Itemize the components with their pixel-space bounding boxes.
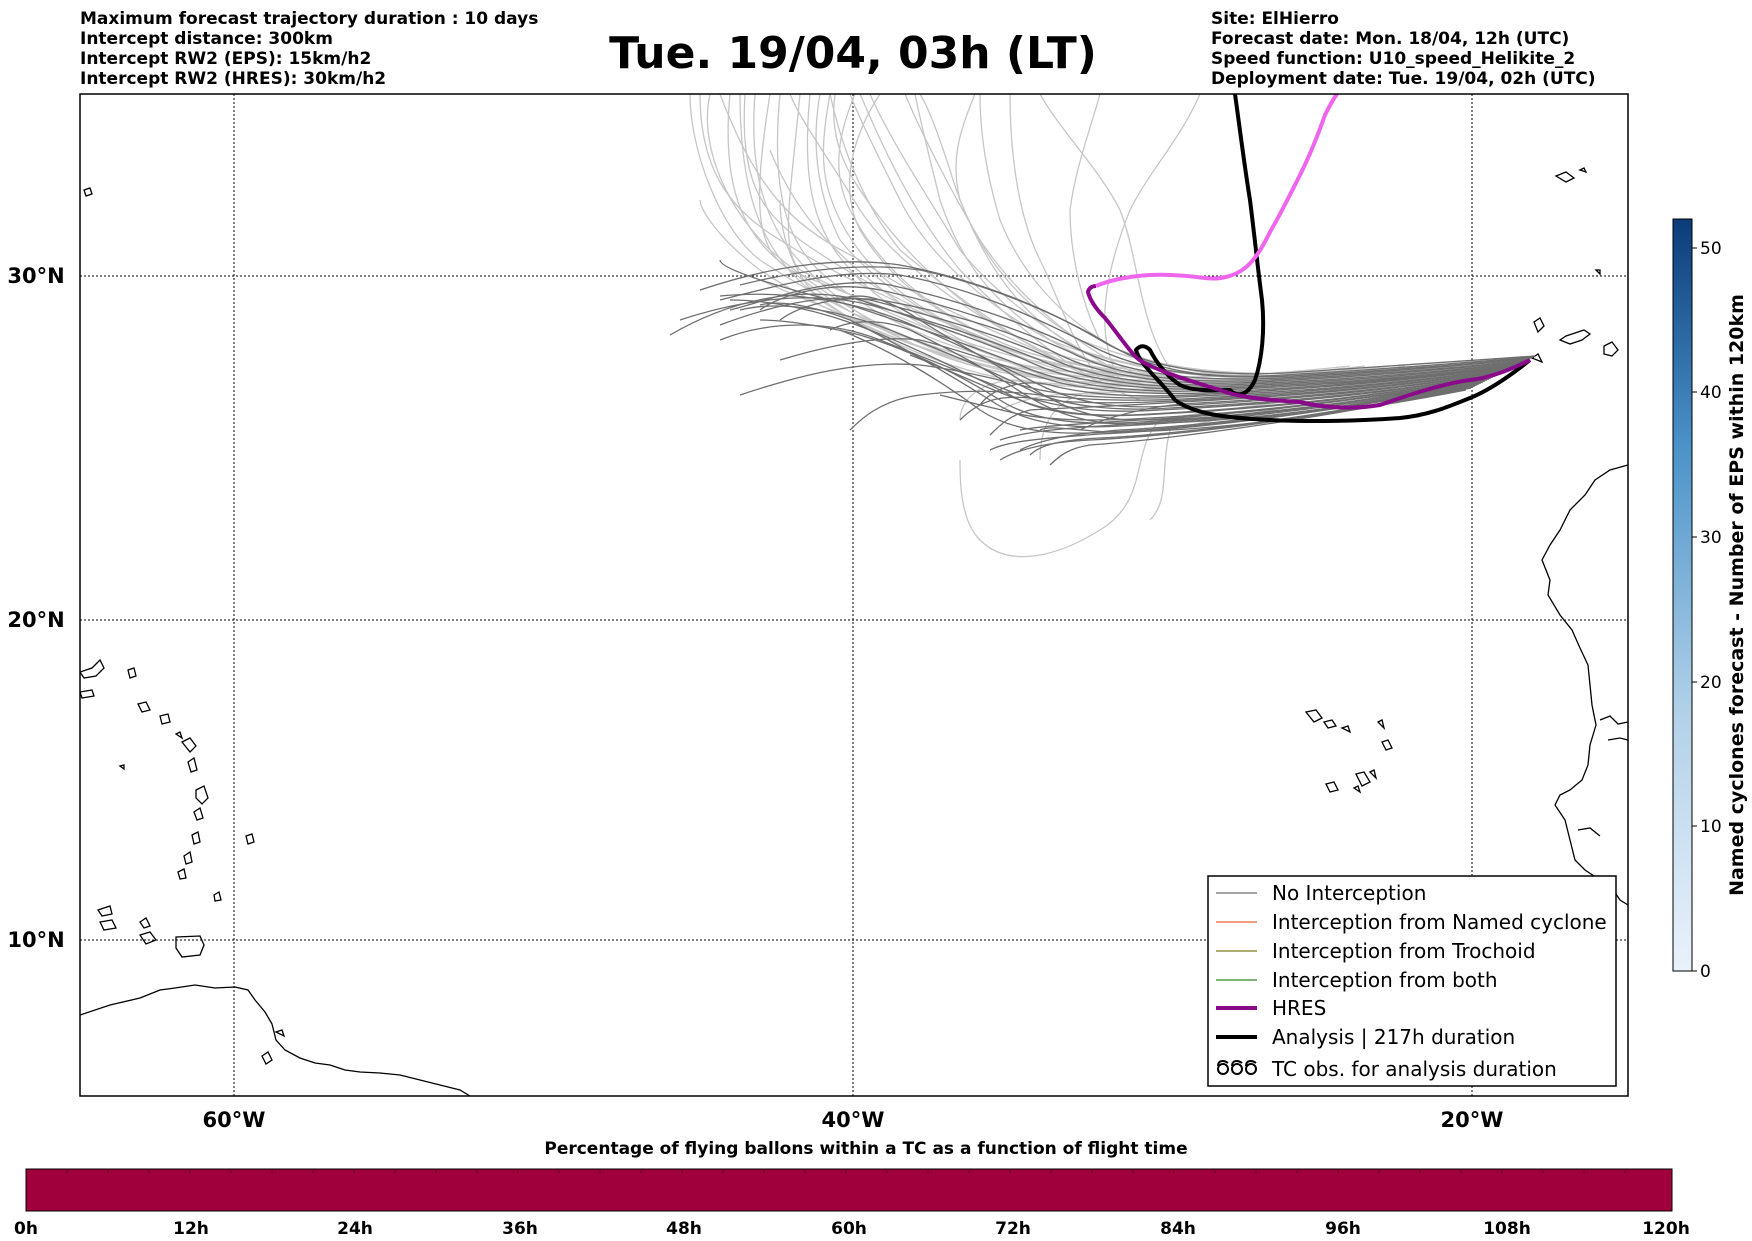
colorbar-bottom: Percentage of flying ballons within a TC…: [14, 1139, 1690, 1239]
colorbar-bottom-tick-108h: 108h: [1483, 1219, 1531, 1239]
header-right-line-2: Forecast date: Mon. 18/04, 12h (UTC): [1211, 29, 1569, 49]
legend-item: No Interception: [1216, 881, 1426, 905]
header-left-line-4: Intercept RW2 (HRES): 30km/h2: [80, 69, 386, 89]
colorbar-bottom-tick-36h: 36h: [502, 1219, 538, 1239]
header-right: Site: ElHierro Forecast date: Mon. 18/04…: [1211, 9, 1596, 89]
coastlines: [80, 167, 1628, 1096]
legend-item: Interception from both: [1216, 968, 1498, 992]
legend-item: Interception from Named cyclone: [1216, 910, 1607, 934]
colorbar-right-tick-50: 50: [1700, 239, 1722, 259]
lat-label-20n: 20°N: [7, 608, 64, 632]
header-left: Maximum forecast trajectory duration : 1…: [80, 9, 538, 89]
page-title: Tue. 19/04, 03h (LT): [609, 28, 1097, 79]
header-right-line-1: Site: ElHierro: [1211, 9, 1339, 29]
colorbar-right: 0 10 20 30 40 50 Named cyclones forecast…: [1672, 218, 1748, 982]
header-right-line-3: Speed function: U10_speed_Helikite_2: [1211, 49, 1575, 69]
lat-label-10n: 10°N: [7, 928, 64, 952]
legend-label: No Interception: [1272, 881, 1426, 905]
colorbar-right-ticks: [1692, 247, 1697, 972]
header-left-line-2: Intercept distance: 300km: [80, 29, 333, 49]
colorbar-right-tick-10: 10: [1700, 817, 1722, 837]
map-legend: No Interception Interception from Named …: [1207, 875, 1617, 1087]
legend-item: Interception from Trochoid: [1216, 939, 1536, 963]
colorbar-bottom-tick-0h: 0h: [14, 1219, 38, 1239]
map-gridlines: [80, 94, 1628, 1096]
colorbar-bottom-title: Percentage of flying ballons within a TC…: [544, 1139, 1187, 1159]
cyclone-symbols-icon: [1217, 1060, 1257, 1075]
colorbar-bottom-tick-96h: 96h: [1325, 1219, 1361, 1239]
colorbar-right-tick-20: 20: [1700, 673, 1722, 693]
colorbar-bottom-tick-60h: 60h: [831, 1219, 867, 1239]
legend-label: Analysis | 217h duration: [1272, 1025, 1515, 1049]
legend-label: Interception from Trochoid: [1272, 939, 1536, 963]
lat-label-30n: 30°N: [7, 264, 64, 288]
header-left-line-3: Intercept RW2 (EPS): 15km/h2: [80, 49, 371, 69]
legend-label: Interception from both: [1272, 968, 1498, 992]
colorbar-right-tick-30: 30: [1700, 528, 1722, 548]
colorbar-right-label: Named cyclones forecast - Number of EPS …: [1726, 294, 1748, 896]
legend-box: [1207, 875, 1617, 1087]
map-area: 30°N 20°N 10°N 60°W 40°W 20°W No Interce…: [7, 93, 1629, 1132]
lon-label-40w: 40°W: [822, 1108, 885, 1132]
colorbar-bottom-tick-24h: 24h: [337, 1219, 373, 1239]
colorbar-bottom-tick-48h: 48h: [666, 1219, 702, 1239]
colorbar-right-tick-40: 40: [1700, 383, 1722, 403]
colorbar-right-gradient: [1672, 218, 1693, 972]
legend-item: TC obs. for analysis duration: [1217, 1057, 1557, 1081]
legend-item: Analysis | 217h duration: [1216, 1025, 1515, 1049]
colorbar-bottom-tick-12h: 12h: [173, 1219, 209, 1239]
analysis-trajectory: [1133, 94, 1532, 424]
header-right-line-4: Deployment date: Tue. 19/04, 02h (UTC): [1211, 69, 1596, 89]
colorbar-bottom-tick-72h: 72h: [995, 1219, 1031, 1239]
colorbar-bottom-tick-120h: 120h: [1642, 1219, 1690, 1239]
hres-trajectory: [1085, 284, 1531, 410]
legend-label: HRES: [1272, 996, 1326, 1020]
colorbar-bottom-bar: [25, 1168, 1673, 1212]
colorbar-bottom-tick-84h: 84h: [1160, 1219, 1196, 1239]
legend-item: HRES: [1216, 996, 1326, 1020]
legend-label: TC obs. for analysis duration: [1271, 1057, 1557, 1081]
map-frame: [79, 93, 1629, 1097]
colorbar-bottom-dividers: [66, 1169, 1626, 1173]
header-left-line-1: Maximum forecast trajectory duration : 1…: [80, 9, 538, 29]
legend-label: Interception from Named cyclone: [1272, 910, 1607, 934]
colorbar-right-tick-0: 0: [1700, 962, 1711, 982]
lon-label-60w: 60°W: [203, 1108, 266, 1132]
lon-label-20w: 20°W: [1441, 1108, 1504, 1132]
hres-forecast-trajectory: [1095, 94, 1339, 288]
